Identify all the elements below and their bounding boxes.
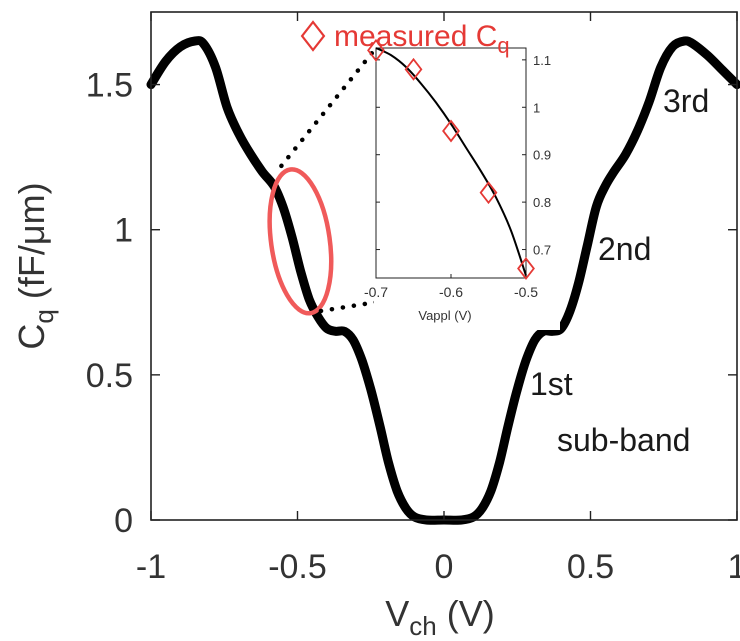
measured-cq-point xyxy=(442,119,460,143)
inset-y-tick-label: 1 xyxy=(533,100,540,115)
zoom-connector-line xyxy=(279,45,379,169)
inset-x-tick-label: -0.5 xyxy=(514,284,538,300)
inset-fit-line xyxy=(375,47,527,276)
subband-annotation-3rd: 3rd xyxy=(663,83,709,119)
inset-x-tick-label: -0.7 xyxy=(364,284,388,300)
y-tick-label: 1.5 xyxy=(86,67,133,105)
y-axis-label: Cq (fF/μm) xyxy=(11,182,59,349)
x-axis-label: Vch (V) xyxy=(385,593,494,641)
legend-label: measured Cq xyxy=(334,20,510,58)
legend-diamond-marker xyxy=(300,20,326,52)
y-tick-label: 0 xyxy=(114,502,133,540)
x-tick-label: -1 xyxy=(136,548,166,586)
inset-x-axis-label: Vappl (V) xyxy=(418,308,471,323)
x-tick-label: 1 xyxy=(728,548,740,586)
y-tick-label: 1 xyxy=(114,212,133,250)
subband-annotation-2nd: 2nd xyxy=(598,231,651,267)
highlight-layer xyxy=(267,45,529,316)
subband-annotation-subband: sub-band xyxy=(557,422,690,458)
subband-annotation-1st: 1st xyxy=(530,366,573,402)
inset-x-tick-label: -0.6 xyxy=(439,284,463,300)
inset-y-tick-label: 0.8 xyxy=(533,195,551,210)
inset-plot: -0.7 -0.6 -0.5 0.7 0.8 0.9 1 1.1 Vappl (V) xyxy=(364,38,560,330)
zoom-connector-line xyxy=(318,275,529,314)
x-tick-label: -0.5 xyxy=(268,548,327,586)
y-tick-label: 0.5 xyxy=(86,357,133,395)
inset-background xyxy=(374,40,560,330)
x-tick-label: 0 xyxy=(435,548,454,586)
inset-y-tick-label: 1.1 xyxy=(533,53,551,68)
main-axes: -1 -0.5 0 0.5 1 0 0.5 1 1.5 xyxy=(86,11,740,586)
measured-cq-point xyxy=(367,38,385,62)
measured-cq-point xyxy=(479,181,498,205)
measured-cq-point xyxy=(517,257,535,280)
x-tick-label: 0.5 xyxy=(567,548,614,586)
inset-y-tick-label: 0.9 xyxy=(533,148,551,163)
highlight-ellipse xyxy=(267,167,334,316)
measured-cq-point xyxy=(404,57,423,81)
main-text-layer: Vch (V) Cq (fF/μm) 3rd 2nd 1st sub-band xyxy=(11,83,709,641)
inset-y-tick-label: 0.7 xyxy=(533,243,551,258)
legend: measured Cq xyxy=(300,20,510,58)
